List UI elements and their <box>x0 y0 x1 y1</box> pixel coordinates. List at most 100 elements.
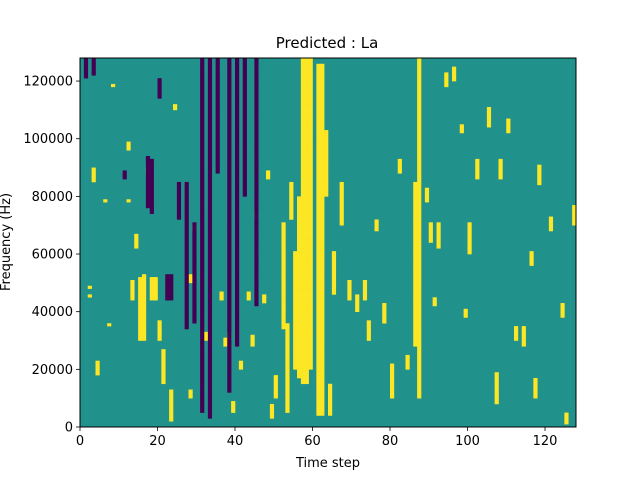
heatmap-cell-high <box>304 144 309 148</box>
heatmap-cell-high <box>308 127 313 131</box>
heatmap-cell-low <box>235 317 240 321</box>
heatmap-cell-low <box>235 164 240 168</box>
heatmap-cell-low <box>200 317 205 321</box>
heatmap-cell-low <box>207 92 213 96</box>
heatmap-cell-high <box>304 262 309 266</box>
heatmap-cell-low <box>184 300 189 304</box>
heatmap-cell-low <box>215 115 220 119</box>
heatmap-cell-high <box>285 369 290 373</box>
heatmap-cell-low <box>184 311 189 315</box>
heatmap-cell-high <box>304 213 309 217</box>
heatmap-cell-low <box>235 167 240 171</box>
heatmap-cell-high <box>331 279 337 284</box>
heatmap-cell-high <box>320 118 325 122</box>
heatmap-cell-low <box>200 279 205 284</box>
heatmap-cell-low <box>207 279 213 284</box>
heatmap-cell-high <box>138 328 143 333</box>
heatmap-cell-high <box>413 279 418 284</box>
heatmap-cell-high <box>293 282 298 287</box>
heatmap-cell-low <box>145 184 151 189</box>
heatmap-cell-high <box>95 369 100 373</box>
heatmap-cell-high <box>289 184 294 189</box>
heatmap-cell-high <box>417 300 422 304</box>
heatmap-cell-high <box>467 251 472 255</box>
heatmap-cell-high <box>320 282 325 287</box>
heatmap-cell-high <box>308 167 313 171</box>
heatmap-cell-low <box>254 202 259 206</box>
heatmap-cell-low <box>242 104 247 108</box>
heatmap-cell-low <box>200 210 205 214</box>
heatmap-cell-high <box>246 291 251 295</box>
heatmap-cell-low <box>207 58 213 62</box>
heatmap-cell-high <box>320 164 325 168</box>
heatmap-cell-high <box>366 323 371 327</box>
heatmap-cell-low <box>227 291 232 295</box>
heatmap-cell-high <box>320 337 325 341</box>
heatmap-cell-high <box>417 294 422 298</box>
heatmap-cell-high <box>320 259 325 263</box>
heatmap-cell-high <box>413 320 418 324</box>
heatmap-cell-high <box>324 161 329 165</box>
heatmap-cell-high <box>130 282 135 287</box>
heatmap-cell-low <box>254 109 259 114</box>
heatmap-cell-high <box>417 343 422 347</box>
heatmap-cell-high <box>293 357 298 361</box>
heatmap-cell-high <box>300 242 306 246</box>
heatmap-cell-low <box>200 340 205 344</box>
heatmap-cell-low <box>235 236 240 240</box>
heatmap-cell-low <box>242 132 247 137</box>
heatmap-cell-low <box>207 170 213 174</box>
heatmap-cell-low <box>200 156 205 160</box>
heatmap-cell-high <box>300 236 306 240</box>
heatmap-cell-low <box>235 98 240 102</box>
heatmap-cell-high <box>304 112 309 116</box>
heatmap-cell-low <box>145 179 151 183</box>
heatmap-cell-high <box>316 254 321 258</box>
heatmap-cell-high <box>417 219 422 223</box>
heatmap-cell-low <box>254 69 259 73</box>
heatmap-cell-low <box>83 75 89 79</box>
heatmap-cell-high <box>297 340 302 344</box>
heatmap-cell-high <box>300 219 306 223</box>
heatmap-cell-low <box>207 127 213 131</box>
heatmap-cell-low <box>192 297 197 301</box>
heatmap-cell-high <box>281 242 286 246</box>
heatmap-cell-low <box>242 184 247 189</box>
heatmap-cell-high <box>304 308 309 312</box>
heatmap-cell-high <box>134 242 139 246</box>
heatmap-cell-low <box>254 274 259 278</box>
heatmap-cell-high <box>316 176 321 180</box>
heatmap-cell-low <box>145 161 151 165</box>
heatmap-cell-high <box>417 107 422 111</box>
heatmap-cell-high <box>297 213 302 217</box>
heatmap-cell-high <box>289 216 294 220</box>
heatmap-cell-high <box>138 300 143 304</box>
heatmap-cell-high <box>413 288 418 292</box>
heatmap-cell-high <box>320 377 325 382</box>
heatmap-cell-high <box>320 150 325 154</box>
heatmap-cell-high <box>417 58 422 62</box>
heatmap-cell-low <box>235 158 240 163</box>
heatmap-cell-high <box>281 277 286 281</box>
heatmap-cell-high <box>320 334 325 338</box>
heatmap-cell-low <box>254 279 259 284</box>
heatmap-cell-high <box>417 130 422 134</box>
heatmap-cell-high <box>304 352 309 356</box>
heatmap-cell-high <box>304 115 309 119</box>
heatmap-cell-high <box>304 282 309 287</box>
heatmap-cell-high <box>320 115 325 119</box>
heatmap-cell-low <box>83 66 89 70</box>
heatmap-cell-high <box>316 242 321 246</box>
heatmap-cell-high <box>293 279 298 284</box>
heatmap-cell-high <box>308 107 313 111</box>
heatmap-cell-high <box>572 205 577 209</box>
heatmap-cell-high <box>413 202 418 206</box>
heatmap-cell-low <box>235 207 240 212</box>
heatmap-cell-high <box>308 317 313 321</box>
heatmap-cell-high <box>300 190 306 194</box>
heatmap-cell-high <box>320 256 325 261</box>
heatmap-cell-high <box>300 349 306 353</box>
heatmap-cell-low <box>200 343 205 347</box>
heatmap-cell-high <box>262 300 267 304</box>
heatmap-cell-high <box>304 153 309 157</box>
